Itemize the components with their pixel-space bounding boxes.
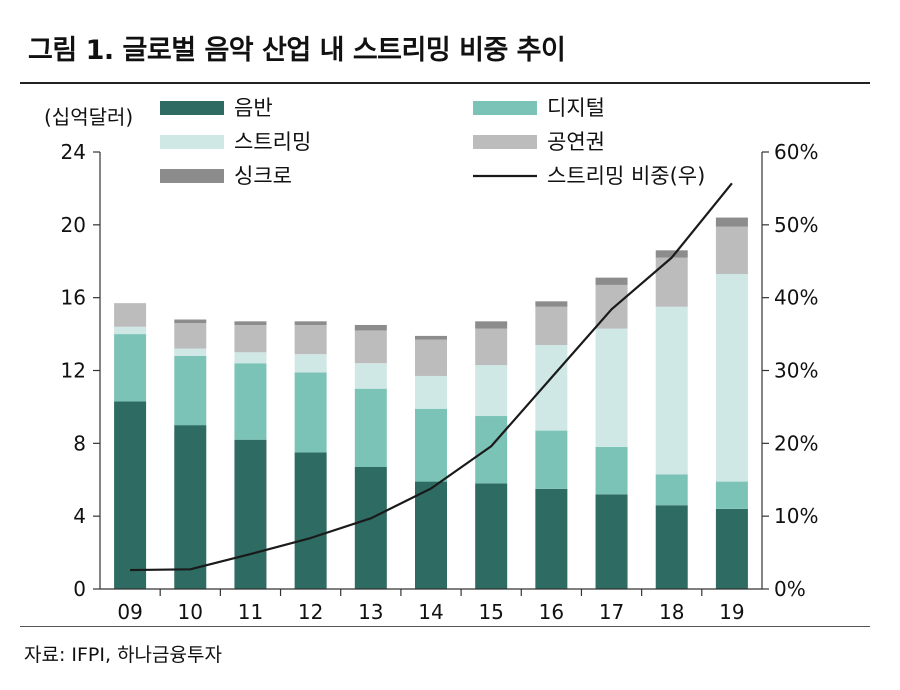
bar-17-series-1 (595, 446, 628, 495)
legend-swatch-1 (473, 101, 537, 115)
bar-11-series-3 (234, 324, 267, 353)
bar-16-series-1 (535, 430, 568, 489)
bar-13-series-4 (354, 324, 387, 331)
right-tick-label: 40% (774, 286, 818, 310)
x-tick-label-16: 16 (539, 600, 564, 624)
left-tick-label: 24 (61, 140, 86, 164)
bar-19-series-1 (715, 481, 748, 509)
bar-14-series-4 (415, 335, 447, 340)
bar-13-series-1 (354, 388, 387, 468)
legend-label-1: 디지털 (547, 96, 605, 120)
line-layer (130, 182, 733, 572)
bar-14-series-3 (415, 339, 447, 376)
x-tick-label-09: 09 (117, 600, 142, 624)
left-tick-label: 16 (61, 286, 86, 310)
figure-title: 그림 1. 글로벌 음악 산업 내 스트리밍 비중 추이 (28, 35, 566, 66)
bar-18-series-4 (655, 250, 688, 258)
bars-layer (114, 217, 748, 589)
bar-12-series-1 (294, 372, 327, 453)
right-tick-label: 60% (774, 140, 818, 164)
bar-16-series-0 (535, 488, 568, 589)
bar-15-series-4 (475, 321, 508, 329)
axes-layer: 0 4 8 12 16 20 24 0% 10% 20% 30% 40% 50% 60% 09 10 11 12 1… (61, 140, 819, 624)
bar-18-series-0 (655, 505, 688, 589)
bar-13-series-2 (354, 363, 387, 389)
x-tick-label-11: 11 (238, 600, 263, 624)
bar-15-series-1 (475, 416, 508, 484)
bar-19-series-2 (715, 273, 748, 482)
bar-09-series-0 (114, 401, 147, 589)
left-tick-label: 0 (73, 577, 86, 601)
bar-13-series-3 (354, 330, 387, 364)
bar-18-series-1 (655, 474, 688, 506)
bar-19-series-0 (715, 508, 748, 589)
x-tick-label-14: 14 (418, 600, 443, 624)
right-tick-label: 20% (774, 431, 818, 455)
left-tick-label: 8 (73, 431, 86, 455)
bar-10-series-1 (174, 355, 207, 426)
bar-12-series-0 (294, 452, 327, 589)
bar-09-series-1 (114, 334, 147, 402)
right-tick-label: 10% (774, 504, 818, 528)
bar-09-series-2 (114, 326, 147, 335)
legend-swatch-2 (160, 135, 224, 149)
bar-11-series-0 (234, 439, 267, 589)
x-tick-label-10: 10 (178, 600, 203, 624)
bar-10-series-3 (174, 323, 207, 349)
legend-label-0: 음반 (234, 96, 273, 120)
bar-15-series-3 (475, 328, 508, 366)
x-tick-label-15: 15 (478, 600, 503, 624)
bar-10-series-2 (174, 348, 207, 356)
bar-16-series-4 (535, 301, 568, 307)
bar-16-series-2 (535, 345, 568, 431)
left-axis-unit-label: (십억달러) (44, 105, 133, 129)
bar-17-series-4 (595, 277, 628, 285)
bar-10-series-0 (174, 425, 207, 589)
right-tick-label: 0% (774, 577, 806, 601)
legend-label-2: 스트리밍 (234, 130, 311, 154)
x-tick-label-18: 18 (659, 600, 684, 624)
bar-11-series-4 (234, 321, 267, 325)
bar-11-series-2 (234, 352, 267, 364)
legend-label-4: 싱크로 (234, 164, 292, 188)
bar-12-series-2 (294, 354, 327, 373)
bar-12-series-3 (294, 324, 327, 355)
x-tick-label-12: 12 (298, 600, 323, 624)
bar-12-series-4 (294, 321, 327, 325)
bar-10-series-4 (174, 319, 207, 324)
bar-14-series-0 (415, 481, 447, 589)
bar-18-series-3 (655, 257, 688, 307)
bar-11-series-1 (234, 363, 267, 440)
left-tick-label: 4 (73, 504, 86, 528)
source-note: 자료: IFPI, 하나금융투자 (24, 644, 222, 666)
bar-14-series-2 (415, 375, 447, 409)
bar-18-series-2 (655, 306, 688, 475)
bottom-divider (20, 626, 870, 627)
bar-14-series-1 (415, 408, 447, 482)
legend-swatch-4 (160, 169, 224, 183)
x-tick-label-13: 13 (358, 600, 383, 624)
left-tick-label: 12 (61, 359, 86, 383)
legend-label-line: 스트리밍 비중(우) (547, 164, 705, 188)
legend-swatch-0 (160, 101, 224, 115)
right-tick-label: 50% (774, 213, 818, 237)
bar-13-series-0 (354, 467, 387, 589)
x-tick-label-17: 17 (599, 600, 624, 624)
bar-19-series-4 (715, 217, 748, 227)
bar-15-series-0 (475, 483, 508, 589)
right-tick-label: 30% (774, 359, 818, 383)
bar-15-series-2 (475, 365, 508, 417)
bar-17-series-0 (595, 494, 628, 589)
x-tick-label-19: 19 (719, 600, 744, 624)
title-divider (20, 82, 870, 84)
bar-17-series-2 (595, 328, 628, 447)
bar-09-series-3 (114, 303, 147, 327)
left-tick-label: 20 (61, 213, 86, 237)
legend-swatch-3 (473, 135, 537, 149)
legend-label-3: 공연권 (547, 130, 605, 154)
bar-19-series-3 (715, 226, 748, 274)
bar-16-series-3 (535, 306, 568, 346)
